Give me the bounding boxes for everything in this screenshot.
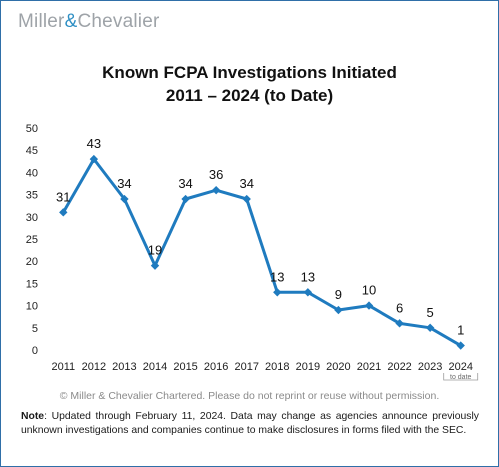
logo-name-left: Miller [18, 11, 65, 32]
x-tick-label: 2024 [448, 361, 472, 373]
logo-ampersand: & [64, 11, 78, 32]
data-point [425, 323, 435, 332]
data-label: 34 [117, 176, 131, 191]
x-tick-label: 2017 [234, 361, 258, 373]
data-point [364, 301, 374, 310]
y-tick-label: 40 [26, 167, 38, 179]
data-label: 34 [178, 176, 192, 191]
series-line [61, 157, 463, 348]
data-label: 13 [301, 269, 315, 284]
data-label: 5 [427, 305, 434, 320]
x-tick-label: 2019 [296, 361, 320, 373]
y-tick-label: 15 [26, 278, 38, 290]
chart-title: Known FCPA Investigations Initiated [102, 63, 397, 82]
data-point [120, 194, 129, 204]
data-label: 6 [396, 300, 403, 315]
logo-name-right: Chevalier [77, 11, 160, 32]
x-tick-label: 2014 [143, 361, 167, 373]
x-tick-label: 2018 [265, 361, 289, 373]
copyright-notice: © Miller & Chevalier Chartered. Please d… [59, 390, 440, 402]
data-point [395, 319, 404, 328]
x-tick-label: 2022 [387, 361, 411, 373]
data-point [273, 288, 282, 297]
data-label: 36 [209, 167, 223, 182]
x-tick-label: 2011 [51, 361, 75, 373]
annotation-bracket [443, 373, 479, 381]
data-label: 43 [87, 136, 101, 151]
x-tick-label: 2016 [204, 361, 228, 373]
footnote: Note: Updated through February 11, 2024.… [21, 410, 479, 438]
data-label: 9 [335, 287, 342, 302]
x-tick-label: 2021 [357, 361, 381, 373]
data-point [59, 208, 68, 217]
data-label: 10 [362, 283, 376, 298]
x-tick-label: 2023 [418, 361, 442, 373]
note-text: : Updated through February 11, 2024. Dat… [21, 411, 479, 436]
data-point [89, 154, 99, 164]
note-label: Note [21, 411, 45, 422]
data-label: 13 [270, 269, 284, 284]
data-label: 19 [148, 243, 162, 258]
y-tick-label: 20 [26, 256, 38, 268]
x-annotation: to date [450, 374, 472, 381]
chart-subtitle: 2011 – 2024 (to Date) [165, 86, 334, 105]
data-point [211, 185, 221, 195]
y-tick-label: 0 [32, 345, 38, 357]
data-label: 1 [457, 323, 464, 338]
data-point [181, 194, 190, 204]
data-label: 31 [56, 189, 70, 204]
y-tick-label: 25 [26, 234, 38, 246]
y-tick-label: 35 [26, 190, 38, 202]
logo: Miller&Chevalier [18, 11, 160, 33]
data-point [456, 341, 465, 350]
x-tick-label: 2012 [82, 361, 106, 373]
x-tick-label: 2015 [173, 361, 197, 373]
x-tick-label: 2020 [326, 361, 350, 373]
y-tick-label: 30 [26, 212, 38, 224]
data-label: 34 [239, 176, 253, 191]
y-tick-label: 50 [26, 123, 38, 135]
y-tick-label: 10 [26, 301, 38, 313]
y-tick-label: 45 [26, 145, 38, 157]
x-tick-label: 2013 [112, 361, 136, 373]
data-point [242, 194, 251, 204]
data-point [334, 305, 343, 315]
data-point [303, 288, 313, 297]
data-point [150, 261, 160, 270]
y-tick-label: 5 [32, 323, 38, 335]
